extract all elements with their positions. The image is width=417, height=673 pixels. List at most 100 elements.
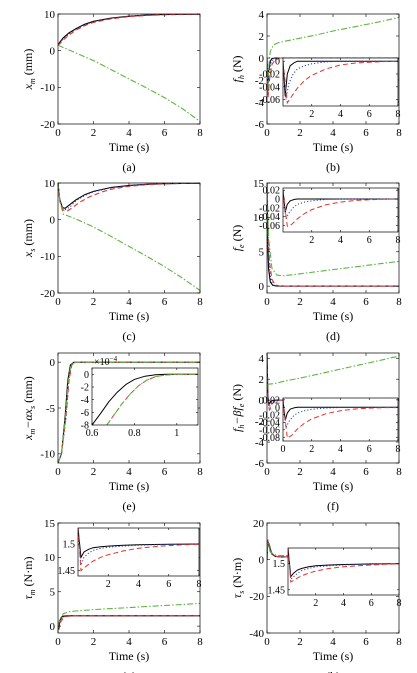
panel-f-ylabel-sub: h [237, 425, 246, 429]
panel-g-inset-xtick-label: 4 [136, 579, 141, 590]
panel-b-inset-ytick-label: -0.02 [259, 70, 280, 81]
panel-e-plot-area [58, 361, 200, 463]
panel-f-inset-xtick-label: 6 [367, 444, 372, 455]
panel-b-series-2 [267, 57, 399, 98]
panel-d-inset-ytick-label: -0.02 [259, 203, 280, 214]
panel-b-xtick-label: 4 [330, 127, 336, 139]
panel-f-inset-xtick-label: 4 [338, 444, 343, 455]
panel-e-ylabel-unit: (mm) [21, 376, 35, 406]
panel-e-ylabel-sub2: s [28, 406, 37, 409]
panel-f-inset-xtick-label: 0 [281, 444, 286, 455]
panel-a-xtick-label: 2 [91, 127, 97, 139]
panel-c-ytick-label: 10 [44, 178, 56, 190]
panel-d-xtick-label: 6 [363, 296, 369, 308]
panel-f-xtick-label: 2 [297, 466, 303, 478]
panel-f-inset: 0 2 4 6 80.020-0.02-0.04-0.06-0.08 [259, 395, 400, 455]
panel-d-inset-bg [283, 188, 398, 232]
panel-d-inset-plot-area [283, 190, 398, 228]
panel-b-inset-xtick-label: 6 [367, 109, 372, 120]
panel-b-plot-area [267, 16, 399, 98]
panel-f-inset-plot-area [283, 399, 398, 439]
panel-f-xtick-label: 4 [330, 466, 336, 478]
panel-e-inset-ytick-label: -8 [81, 421, 89, 432]
panel-a-ytick-label: 0 [50, 46, 56, 58]
panel-f-series-3 [267, 355, 399, 385]
panel-f-inset-ytick-label: -0.06 [259, 425, 280, 436]
panel-e-xtick-label: 8 [197, 466, 203, 478]
panel-f-inset-xtick-label: 2 [309, 444, 314, 455]
panel-b-ytick-label: 2 [259, 31, 265, 43]
panel-c-xtick-label: 4 [126, 296, 132, 308]
panel-d-inset-ytick-label: -0.06 [259, 221, 280, 232]
panel-g-xlabel: Time (s) [109, 649, 150, 663]
panel-h-plot-area [267, 539, 399, 560]
panel-b-ytick-label: -6 [255, 119, 265, 131]
panel-h-inset: 2 4 6 8 1.5 1.45 [268, 547, 402, 609]
panel-d-ytick-label: 5 [259, 247, 265, 259]
panel-b-inset-xtick-label: 4 [338, 109, 343, 120]
panel-b-inset-xtick-label: 8 [396, 109, 401, 120]
panel-a-xlabel: Time (s) [109, 140, 150, 154]
panel-d-ytick-label: 10 [253, 212, 265, 224]
panel-g-xtick-label: 4 [126, 636, 132, 648]
panel-f-ytick-label: -4 [255, 437, 265, 449]
panel-f-caption: (f) [327, 499, 339, 513]
panel-h-inset-series-1 [288, 548, 399, 581]
panel-f-ylabel-unit: (N) [230, 384, 244, 404]
panel-g-ylabel-main: τ [21, 595, 35, 600]
panel-b-xlabel: Time (s) [313, 140, 354, 154]
panel-f-inset-ytick-label: 0.02 [263, 395, 281, 406]
panel-e-inset-exponent: ×10−4 [94, 355, 118, 368]
panel-f-ytick-label: 4 [259, 353, 265, 365]
panel-g-plot-area [58, 602, 200, 630]
panel-b-inset-xtick-label: 2 [309, 109, 314, 120]
panel-b-inset-series-2 [283, 60, 398, 105]
panel-g-ytick-label: 10 [44, 552, 56, 564]
panel-c-xtick-label: 0 [55, 296, 61, 308]
panel-c-ytick-label: 0 [50, 215, 56, 227]
panel-a-caption: (a) [122, 160, 135, 174]
panel-e-xtick-label: 0 [55, 466, 61, 478]
panel-f-xlabel: Time (s) [313, 479, 354, 493]
panel-a-ylabel-sub: m [28, 78, 37, 84]
panel-e-inset-series-2 [106, 373, 198, 425]
panel-e-inset-series-0 [92, 373, 198, 425]
panel-h-inset-ytick-label: 1.45 [268, 585, 286, 596]
panel-f-ytick-label: 2 [259, 374, 265, 386]
panel-h-xlabel: Time (s) [313, 649, 354, 663]
panel-a-ylabel: xm (mm) [21, 49, 37, 91]
panel-c-series-3 [58, 183, 200, 291]
panel-f-inset-xtick-label: 8 [396, 444, 401, 455]
panel-a-xtick-label: 6 [162, 127, 168, 139]
panel-h-inset-bg [288, 548, 399, 595]
panel-e-xtick-label: 4 [126, 466, 132, 478]
panel-h-ytick-label: -20 [249, 591, 264, 603]
panel-c-ytick-label: -10 [40, 251, 55, 263]
panel-g-caption: (g) [122, 669, 136, 673]
panel-c-xtick-label: 2 [91, 296, 97, 308]
panel-g-xtick-label: 2 [91, 636, 97, 648]
panel-d-xtick-label: 0 [264, 296, 270, 308]
panel-a-xtick-label: 8 [197, 127, 203, 139]
panel-c-ylabel-sub: s [28, 249, 37, 252]
panel-c-series-2 [58, 183, 200, 212]
panel-g-inset-xtick-label: 8 [197, 579, 202, 590]
panel-d-xtick-label: 4 [330, 296, 336, 308]
panel-h-xtick-label: 0 [264, 636, 270, 648]
panel-h-xtick-label: 2 [297, 636, 303, 648]
panel-e-series-3 [58, 361, 200, 463]
panel-f-ytick-label: -2 [255, 416, 264, 428]
panel-h-xtick-label: 4 [330, 636, 336, 648]
panel-c-ylabel-main: x [21, 251, 35, 258]
panel-f-ytick-label: -6 [255, 458, 265, 470]
panel-d-caption: (d) [326, 329, 340, 343]
panel-g-ylabel-unit: (N·m) [21, 556, 35, 589]
panel-e-inset-exponent-power: −4 [110, 355, 118, 363]
panel-d-series-3 [267, 183, 399, 277]
panel-e-ytick-label: -5 [46, 403, 56, 415]
panel-e-inset-plot-area [92, 373, 198, 425]
panel-f-ylabel-sub2: e [237, 403, 246, 407]
panel-c-ytick-label: -20 [40, 288, 55, 300]
panel-b-ylabel-unit: (N) [230, 55, 244, 75]
